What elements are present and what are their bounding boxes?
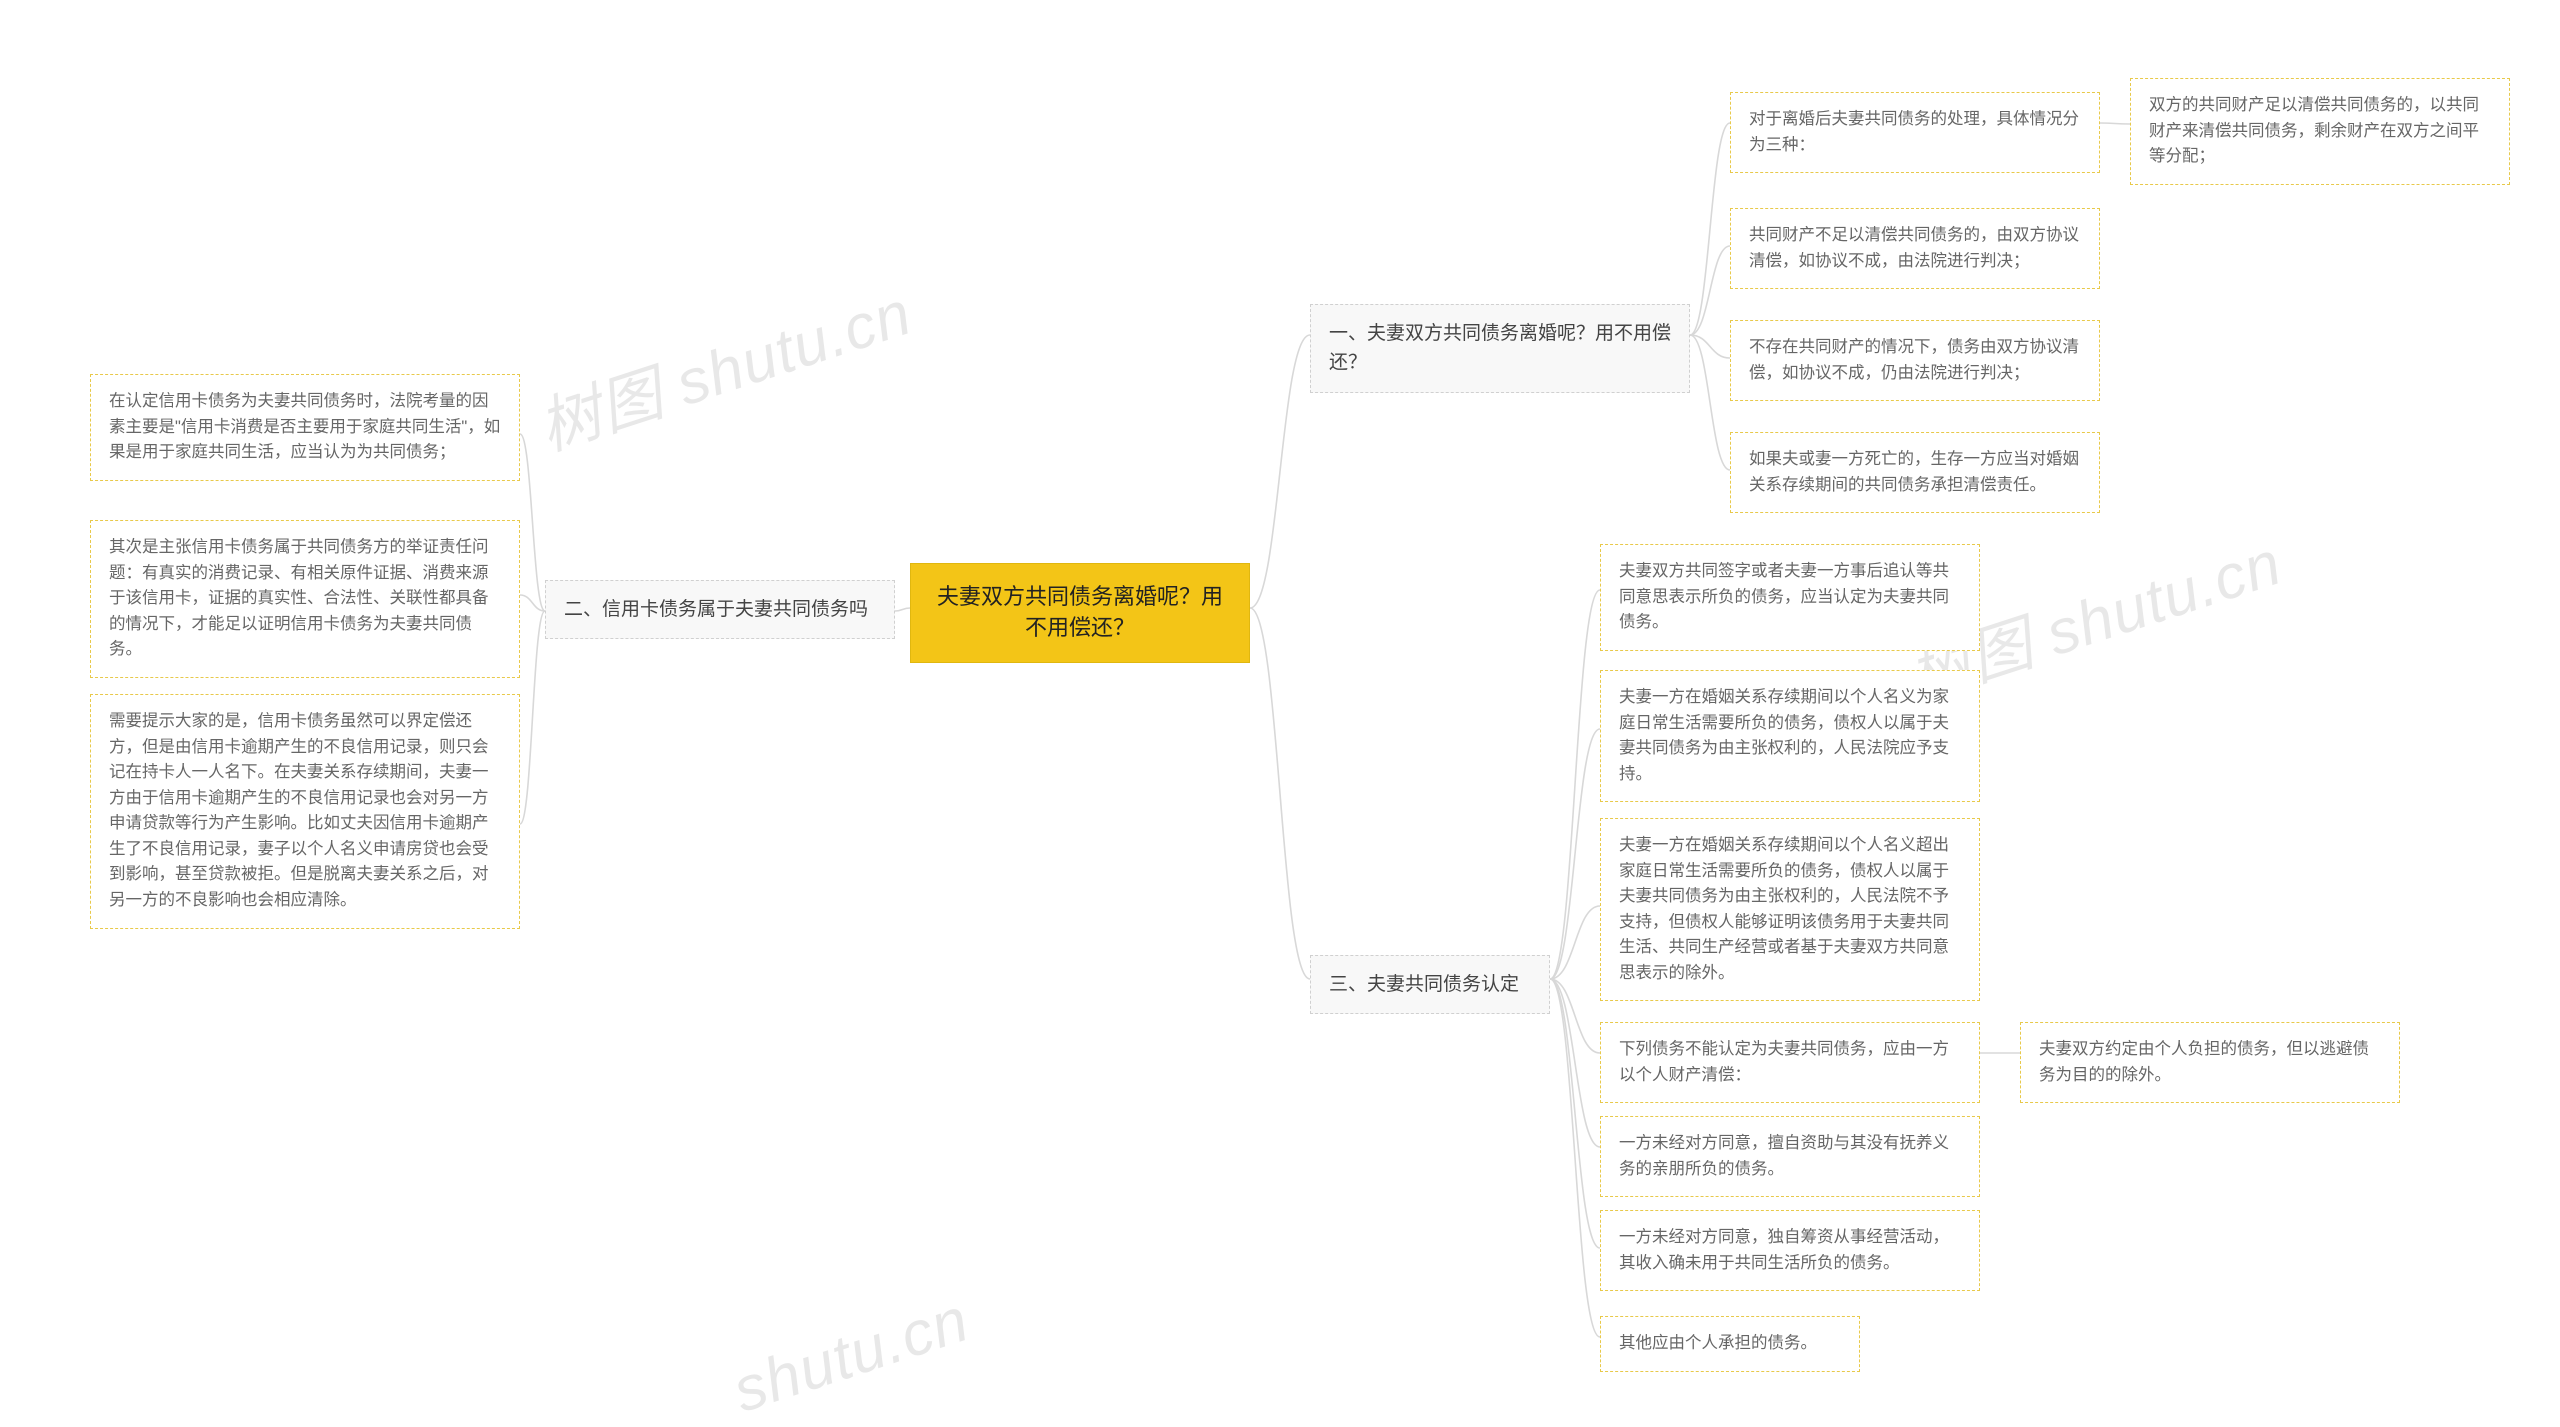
connector-layer xyxy=(0,0,2560,1381)
leaf-recog-6[interactable]: 其他应由个人承担的债务。 xyxy=(1600,1316,1860,1372)
branch-credit-card[interactable]: 二、信用卡债务属于夫妻共同债务吗 xyxy=(545,580,895,639)
leaf-divorce-1[interactable]: 共同财产不足以清偿共同债务的，由双方协议清偿，如协议不成，由法院进行判决； xyxy=(1730,208,2100,289)
leaf-recog-5[interactable]: 一方未经对方同意，独自筹资从事经营活动，其收入确未用于共同生活所负的债务。 xyxy=(1600,1210,1980,1291)
branch-divorce-debt[interactable]: 一、夫妻双方共同债务离婚呢？用不用偿还？ xyxy=(1310,304,1690,393)
leaf-credit-1[interactable]: 其次是主张信用卡债务属于共同债务方的举证责任问题：有真实的消费记录、有相关原件证… xyxy=(90,520,520,678)
leaf-recog-4[interactable]: 一方未经对方同意，擅自资助与其没有抚养义务的亲朋所负的债务。 xyxy=(1600,1116,1980,1197)
leaf-recog-2[interactable]: 夫妻一方在婚姻关系存续期间以个人名义超出家庭日常生活需要所负的债务，债权人以属于… xyxy=(1600,818,1980,1001)
leaf-recog-3-0[interactable]: 夫妻双方约定由个人负担的债务，但以逃避债务为目的的除外。 xyxy=(2020,1022,2400,1103)
watermark: 树图 shutu.cn xyxy=(526,262,921,467)
leaf-credit-2[interactable]: 需要提示大家的是，信用卡债务虽然可以界定偿还方，但是由信用卡逾期产生的不良信用记… xyxy=(90,694,520,929)
leaf-divorce-0[interactable]: 对于离婚后夫妻共同债务的处理，具体情况分为三种： xyxy=(1730,92,2100,173)
leaf-recog-3[interactable]: 下列债务不能认定为夫妻共同债务，应由一方以个人财产清偿： xyxy=(1600,1022,1980,1103)
leaf-credit-0[interactable]: 在认定信用卡债务为夫妻共同债务时，法院考量的因素主要是"信用卡消费是否主要用于家… xyxy=(90,374,520,481)
leaf-divorce-3[interactable]: 如果夫或妻一方死亡的，生存一方应当对婚姻关系存续期间的共同债务承担清偿责任。 xyxy=(1730,432,2100,513)
leaf-divorce-2[interactable]: 不存在共同财产的情况下，债务由双方协议清偿，如协议不成，仍由法院进行判决； xyxy=(1730,320,2100,401)
leaf-divorce-0-0[interactable]: 双方的共同财产足以清偿共同债务的，以共同财产来清偿共同债务，剩余财产在双方之间平… xyxy=(2130,78,2510,185)
watermark: shutu.cn xyxy=(725,1284,977,1426)
leaf-recog-1[interactable]: 夫妻一方在婚姻关系存续期间以个人名义为家庭日常生活需要所负的债务，债权人以属于夫… xyxy=(1600,670,1980,802)
root-node[interactable]: 夫妻双方共同债务离婚呢？用不用偿还？ xyxy=(910,563,1250,663)
leaf-recog-0[interactable]: 夫妻双方共同签字或者夫妻一方事后追认等共同意思表示所负的债务，应当认定为夫妻共同… xyxy=(1600,544,1980,651)
branch-debt-recognition[interactable]: 三、夫妻共同债务认定 xyxy=(1310,955,1550,1014)
